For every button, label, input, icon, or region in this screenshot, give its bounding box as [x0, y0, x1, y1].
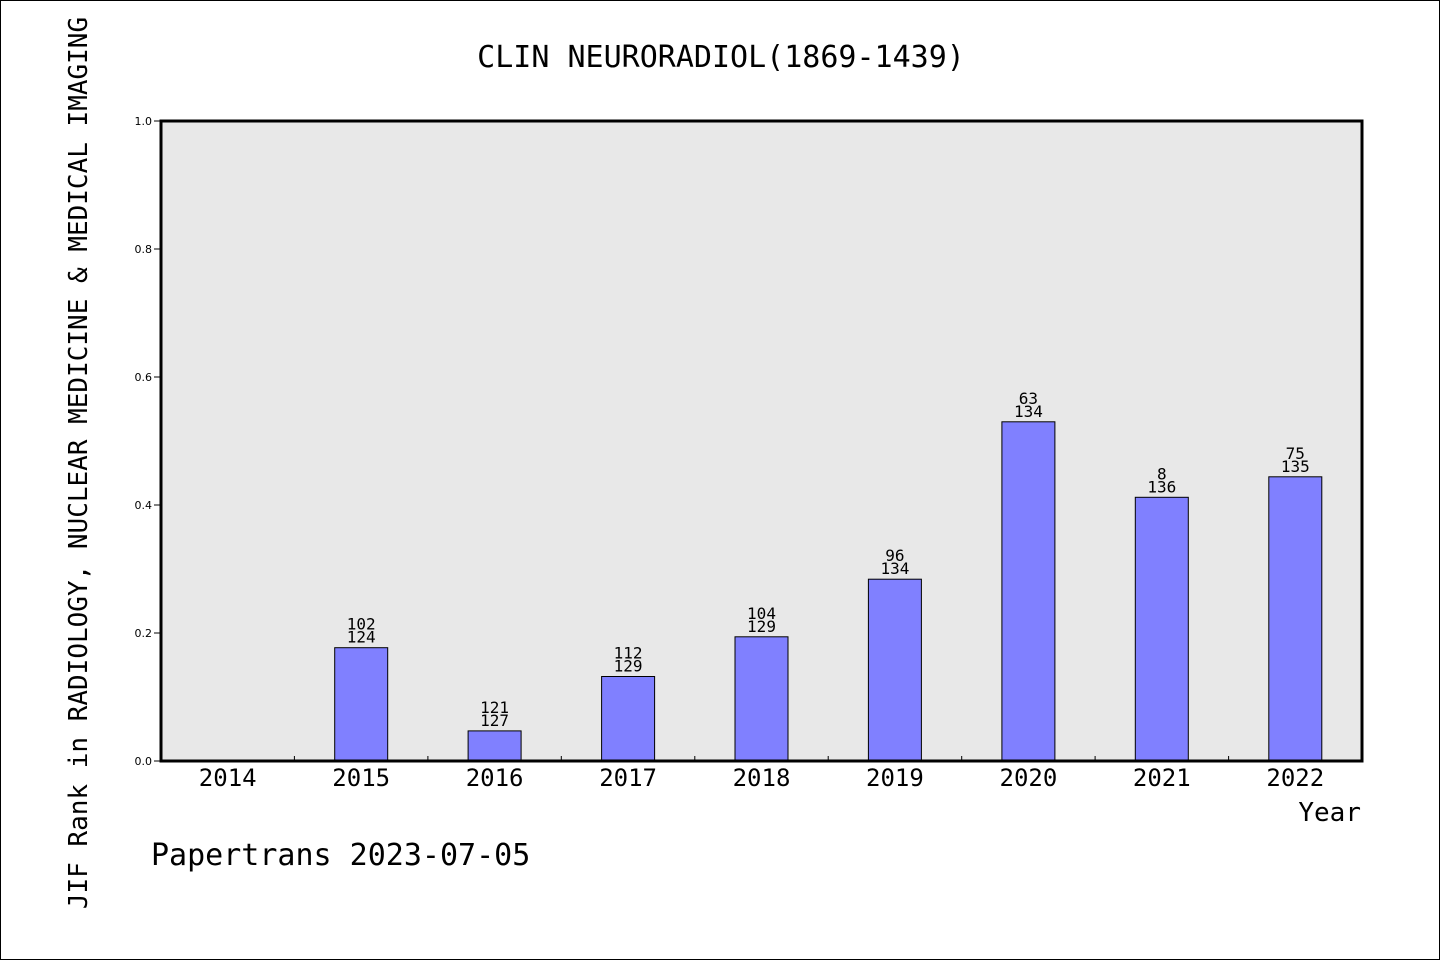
- x-tick-label-2020: 2020: [1000, 764, 1058, 792]
- bar-2015: [334, 647, 389, 762]
- rank-label-2022: 75: [1286, 444, 1305, 463]
- y-tick-label: 0.4: [135, 499, 153, 512]
- x-tick-label-2019: 2019: [866, 764, 924, 792]
- total-label-2022: 135: [1281, 457, 1310, 476]
- bar-2022: [1268, 476, 1323, 762]
- x-tick-label-2018: 2018: [733, 764, 791, 792]
- bar-2021: [1134, 496, 1189, 762]
- bar-2016: [467, 730, 522, 762]
- y-axis: 0.0 0.2 0.4 0.6 0.8 1.0: [135, 115, 161, 768]
- y-axis-label: JIF Rank in RADIOLOGY, NUCLEAR MEDICINE …: [64, 17, 94, 909]
- chart-title: CLIN NEURORADIOL(1869-1439): [477, 40, 965, 75]
- bar-2018: [734, 636, 789, 762]
- plot-border: [159, 119, 1364, 763]
- y-tick-label: 0.8: [135, 243, 153, 256]
- x-axis: 2014 2015 2016 2017 2018 2019 2020 2021 2022: [199, 756, 1324, 792]
- x-tick-label-2015: 2015: [332, 764, 390, 792]
- bar-2020: [1001, 421, 1056, 762]
- data-labels-group: 1021241211271121291041299613463134813675…: [347, 389, 1310, 730]
- bar-2019: [867, 578, 922, 762]
- x-tick-label-2021: 2021: [1133, 764, 1191, 792]
- x-tick-label-2022: 2022: [1266, 764, 1324, 792]
- bar-2017: [601, 676, 656, 762]
- y-tick-label: 1.0: [135, 115, 153, 128]
- total-label-2021: 136: [1147, 477, 1176, 496]
- footer-credit: Papertrans 2023-07-05: [151, 838, 530, 873]
- total-label-2020: 134: [1014, 402, 1043, 421]
- rank-label-2017: 112: [614, 644, 643, 663]
- x-tick-label-2017: 2017: [599, 764, 657, 792]
- bars-group: [334, 421, 1323, 762]
- x-tick-label-2014: 2014: [199, 764, 257, 792]
- total-label-2017: 129: [614, 657, 643, 676]
- y-tick-label: 0.6: [135, 371, 153, 384]
- rank-label-2019: 96: [885, 546, 904, 565]
- total-label-2018: 129: [747, 617, 776, 636]
- x-tick-label-2016: 2016: [466, 764, 524, 792]
- rank-label-2021: 8: [1157, 464, 1167, 483]
- rank-label-2015: 102: [347, 615, 376, 634]
- y-tick-label: 0.2: [135, 627, 153, 640]
- total-label-2016: 127: [480, 711, 509, 730]
- total-label-2015: 124: [347, 628, 376, 647]
- rank-label-2016: 121: [480, 698, 509, 717]
- x-axis-label: Year: [1298, 798, 1361, 828]
- total-label-2019: 134: [880, 559, 909, 578]
- rank-label-2020: 63: [1019, 389, 1038, 408]
- y-tick-label: 0.0: [135, 755, 153, 768]
- rank-label-2018: 104: [747, 604, 776, 623]
